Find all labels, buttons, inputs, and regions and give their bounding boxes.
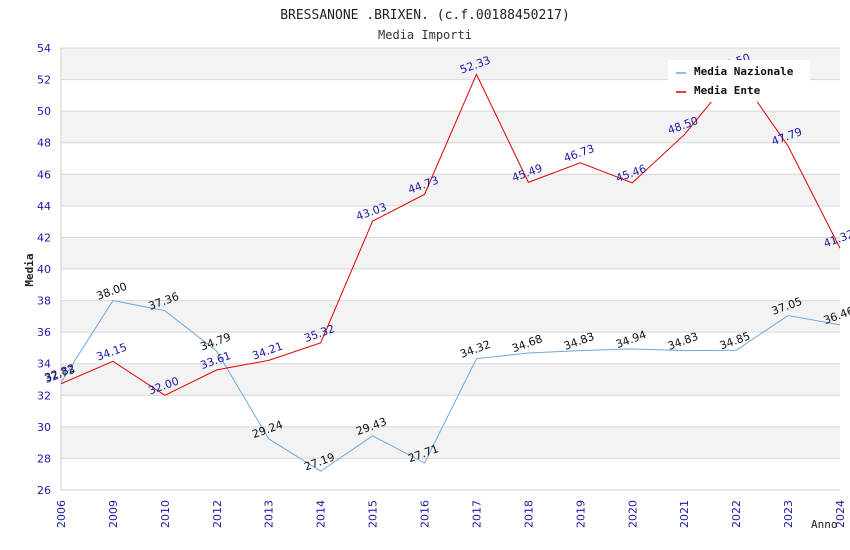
y-tick-label: 50 [37, 105, 51, 118]
x-tick-label: 2014 [315, 500, 328, 528]
x-tick-label: 2023 [782, 500, 795, 528]
y-tick-label: 52 [37, 74, 51, 87]
y-tick-label: 42 [37, 231, 51, 244]
grid-band [61, 363, 840, 396]
y-tick-label: 30 [37, 421, 51, 434]
y-tick-label: 34 [37, 358, 51, 371]
grid-band [61, 269, 840, 301]
x-tick-label: 2015 [367, 500, 380, 528]
chart-subtitle: Media Importi [378, 28, 472, 42]
x-tick-label: 2022 [730, 500, 743, 528]
y-tick-label: 44 [37, 200, 51, 213]
y-axis-ticks: 26 28 30 32 34 36 38 40 42 44 46 48 50 52 54 [37, 42, 51, 497]
x-tick-label: 2020 [626, 500, 639, 528]
x-tick-label: 2009 [107, 500, 120, 528]
grid-band [61, 237, 840, 269]
grid-band [61, 142, 840, 175]
y-tick-label: 32 [37, 389, 51, 402]
x-tick-label: 2019 [574, 500, 587, 528]
y-tick-label: 26 [37, 484, 51, 497]
x-axis-ticks: 2006 2009 2010 2012 2013 2014 2015 2016 2017 2018… [55, 500, 847, 528]
y-tick-label: 38 [37, 295, 51, 308]
grid-band [61, 300, 840, 333]
series-lines [60, 70, 841, 472]
legend-box [668, 60, 810, 102]
y-tick-label: 48 [37, 137, 51, 150]
y-tick-label: 46 [37, 168, 51, 181]
axes [60, 48, 840, 491]
grid-band [61, 458, 840, 490]
x-tick-label: 2018 [522, 500, 535, 528]
y-tick-label: 40 [37, 263, 51, 276]
y-tick-label: 36 [37, 326, 51, 339]
y-tick-label: 54 [37, 42, 51, 55]
series-line-media-nazionale [60, 300, 841, 472]
y-axis-label: Media [23, 253, 36, 286]
grid-band [61, 205, 840, 238]
series-line-media-ente [60, 70, 841, 396]
grid-band [61, 332, 840, 364]
y-tick-label: 28 [37, 452, 51, 465]
x-tick-label: 2013 [263, 500, 276, 528]
grid-lines [61, 47, 840, 491]
x-tick-label: 2006 [55, 500, 68, 528]
x-tick-label: 2010 [159, 500, 172, 528]
chart-title: BRESSANONE .BRIXEN. (c.f.00188450217) [280, 8, 570, 23]
x-tick-label: 2012 [211, 500, 224, 528]
x-tick-label: 2017 [470, 500, 483, 528]
x-tick-label: 2016 [419, 500, 432, 528]
legend-label-media-nazionale: Media Nazionale [694, 65, 794, 78]
grid-band [61, 111, 840, 143]
x-axis-label: Anno [811, 518, 838, 531]
x-tick-label: 2021 [678, 500, 691, 528]
x-tick-label: 2024 [834, 500, 847, 528]
legend-label-media-ente: Media Ente [694, 84, 761, 97]
grid-band [61, 174, 840, 206]
grid-bands [61, 48, 840, 490]
grid-band [61, 426, 840, 459]
legend: Media Nazionale Media Ente [668, 60, 810, 102]
